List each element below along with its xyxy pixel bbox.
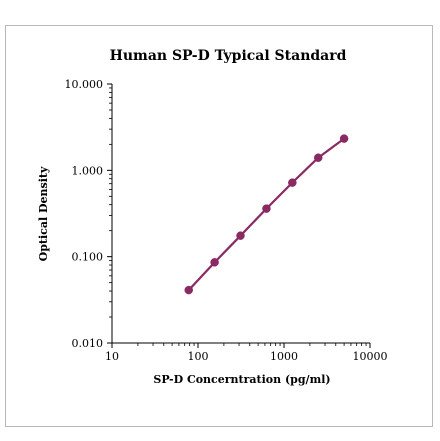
x-tick-label: 10	[105, 350, 119, 363]
x-tick-label: 1000	[270, 350, 298, 363]
x-axis-label: SP-D Concerntration (pg/ml)	[153, 373, 330, 386]
chart-title: Human SP-D Typical Standard	[110, 48, 347, 64]
y-tick-label: 0.010	[72, 337, 104, 350]
y-tick-label: 10.000	[65, 78, 104, 91]
y-tick-label: 0.100	[72, 251, 104, 264]
axes	[111, 84, 370, 344]
x-tick-label: 100	[188, 350, 209, 363]
data-point	[210, 258, 219, 267]
fit-line	[187, 137, 345, 291]
ticks: 0.010 0.100 1.000 10.000 10 100 1000 10000	[65, 78, 388, 363]
y-tick-label: 1.000	[72, 164, 104, 177]
y-axis-label: Optical Density	[37, 166, 50, 261]
data-point	[313, 153, 323, 162]
data-point	[262, 204, 271, 213]
data-point	[184, 285, 193, 295]
data-point	[339, 134, 349, 143]
data-point	[236, 231, 245, 240]
chart-frame	[5, 25, 433, 427]
x-tick-label: 10000	[353, 350, 388, 363]
series	[184, 134, 349, 295]
data-point	[288, 178, 297, 187]
